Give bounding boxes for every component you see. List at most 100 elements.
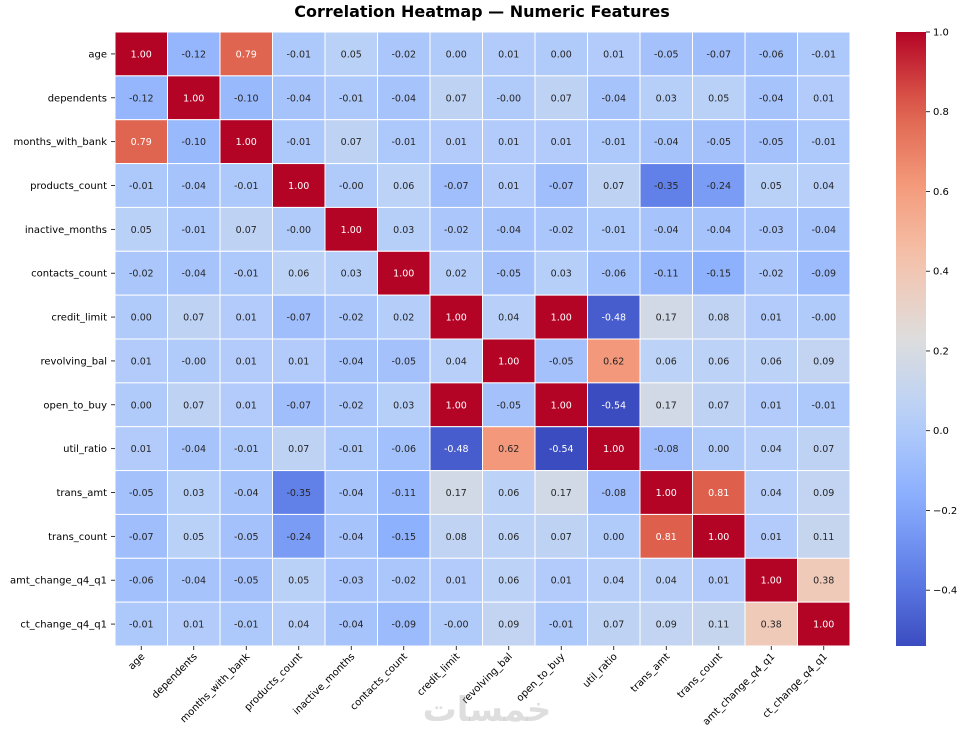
cell-annotation: -0.04 (811, 225, 836, 236)
heatmap-cell (797, 601, 851, 647)
heatmap-cell (744, 206, 798, 252)
cell-annotation: -0.00 (181, 356, 206, 367)
heatmap-cell (797, 426, 851, 472)
heatmap-cell (167, 75, 221, 121)
cell-annotation: -0.04 (759, 93, 784, 104)
cell-annotation: 0.62 (498, 444, 519, 455)
cell-annotation: 0.07 (288, 444, 309, 455)
cell-annotation: -0.01 (234, 181, 259, 192)
cell-annotation: 0.01 (236, 356, 257, 367)
x-tick-label: util_ratio (581, 651, 620, 690)
heatmap-cell (429, 294, 483, 340)
cell-annotation: -0.15 (706, 269, 731, 280)
cell-annotation: -0.04 (181, 576, 206, 587)
cell-annotation: -0.02 (444, 225, 469, 236)
cell-annotation: 1.00 (498, 356, 519, 367)
heatmap-cell (219, 31, 273, 77)
colorbar-tick-label: 0.6 (933, 187, 949, 198)
heatmap-cell (377, 382, 431, 428)
cell-annotation: -0.06 (129, 576, 154, 587)
heatmap-cell (219, 382, 273, 428)
cell-annotation: -0.01 (811, 400, 836, 411)
heatmap-cell (377, 75, 431, 121)
heatmap-cell (324, 426, 378, 472)
cell-annotation: 1.00 (236, 137, 257, 148)
cell-annotation: -0.01 (339, 93, 364, 104)
cell-annotation: 1.00 (446, 313, 467, 324)
cell-annotation: -0.07 (706, 49, 731, 60)
cell-annotation: 0.07 (603, 181, 624, 192)
cell-annotation: -0.04 (181, 444, 206, 455)
heatmap-cell (797, 513, 851, 559)
heatmap-cell (534, 119, 588, 165)
heatmap-cell (324, 163, 378, 208)
heatmap-cell (639, 163, 693, 208)
heatmap-cell (639, 119, 693, 165)
heatmap-cell (797, 206, 851, 252)
cell-annotation: 0.09 (813, 488, 834, 499)
cell-annotation: -0.07 (444, 181, 469, 192)
heatmap-cell (429, 513, 483, 559)
cell-annotation: -0.00 (811, 313, 836, 324)
cell-annotation: 1.00 (446, 400, 467, 411)
cell-annotation: 0.06 (498, 532, 519, 543)
cell-annotation: 0.03 (393, 225, 414, 236)
cell-annotation: 0.08 (708, 313, 729, 324)
cell-annotation: 0.06 (288, 269, 309, 280)
cell-annotation: 1.00 (603, 444, 624, 455)
cell-annotation: 0.05 (288, 576, 309, 587)
heatmap-cell (114, 338, 168, 384)
heatmap-cell (167, 31, 221, 77)
heatmap-cell (114, 382, 168, 428)
y-tick-label: age (88, 49, 107, 60)
cell-annotation: -0.48 (601, 313, 626, 324)
heatmap-cell (324, 294, 378, 340)
cell-annotation: -0.35 (654, 181, 679, 192)
cell-annotation: 0.01 (498, 137, 519, 148)
cell-annotation: -0.01 (601, 137, 626, 148)
heatmap-cell (482, 119, 536, 165)
cell-annotation: 0.01 (551, 576, 572, 587)
cell-annotation: -0.04 (496, 225, 521, 236)
y-tick-label: open_to_buy (43, 400, 107, 411)
x-tick-label: age (126, 651, 147, 672)
heatmap-cell (377, 31, 431, 77)
y-tick-label: util_ratio (63, 444, 107, 455)
cell-annotation: 1.00 (183, 93, 204, 104)
cell-annotation: -0.05 (234, 576, 259, 587)
heatmap-cell (587, 206, 641, 252)
heatmap-cell (114, 294, 168, 340)
cell-annotation: 0.81 (708, 488, 729, 499)
x-tick-label: contacts_count (348, 651, 409, 712)
heatmap-cell (744, 250, 798, 296)
heatmap-cell (797, 163, 851, 208)
heatmap-cell (797, 119, 851, 165)
heatmap-cell (639, 294, 693, 340)
heatmap-cell (797, 338, 851, 384)
heatmap-cell (114, 31, 168, 77)
heatmap-cell (482, 75, 536, 121)
cell-annotation: 0.07 (183, 313, 204, 324)
y-tick-label: contacts_count (31, 269, 107, 280)
cell-annotation: -0.02 (339, 400, 364, 411)
cell-annotation: -0.01 (286, 49, 311, 60)
cell-annotation: 1.00 (761, 576, 782, 587)
cell-annotation: -0.04 (654, 225, 679, 236)
cell-annotation: -0.09 (811, 269, 836, 280)
heatmap-cell (429, 470, 483, 515)
cell-annotation: 0.04 (656, 576, 677, 587)
colorbar-tick-label: 0.8 (933, 107, 949, 118)
heatmap-cell (797, 557, 851, 603)
cell-annotation: 0.06 (656, 356, 677, 367)
cell-annotation: -0.04 (234, 488, 259, 499)
heatmap-cell (482, 382, 536, 428)
watermark: خمسات (422, 690, 552, 730)
heatmap-cell (167, 513, 221, 559)
cell-annotation: 0.17 (656, 313, 677, 324)
colorbar: 1.0 0.8 0.6 0.4 0.2 0.0 −0.2 −0.4 (896, 28, 957, 646)
cell-annotation: -0.54 (601, 400, 626, 411)
heatmap-cell (587, 31, 641, 77)
cell-annotation: 0.38 (761, 620, 782, 631)
cell-annotation: 0.03 (551, 269, 572, 280)
heatmap-cell (219, 119, 273, 165)
